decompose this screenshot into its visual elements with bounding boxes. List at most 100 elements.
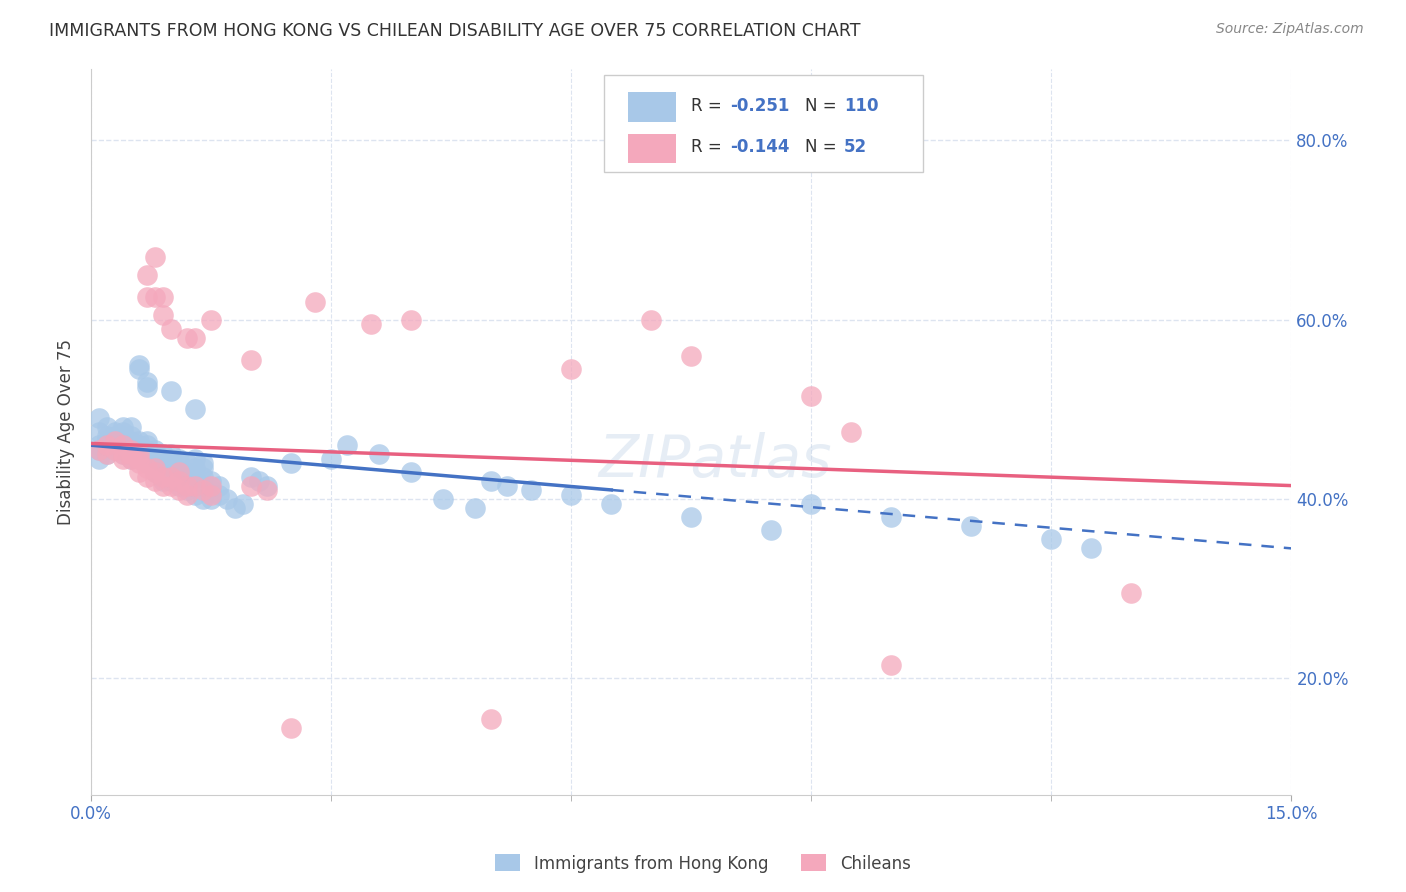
Point [176,474,198,488]
Point [256,478,278,492]
Point [841,425,863,439]
Point [120,451,142,466]
Point [160,478,183,492]
Point [136,290,159,304]
Point [96,438,118,452]
Point [128,362,150,376]
Point [176,330,198,344]
Point [224,501,246,516]
Point [208,487,231,501]
Point [200,474,222,488]
Point [104,442,127,457]
Point [152,451,174,466]
Text: -0.251: -0.251 [730,97,789,115]
Point [128,456,150,470]
Point [143,250,166,264]
Point [160,456,183,470]
Point [104,425,127,439]
Point [112,442,135,457]
Point [184,478,207,492]
Point [560,487,582,501]
FancyBboxPatch shape [627,93,676,121]
Point [136,438,159,452]
Point [160,465,183,479]
Point [432,491,454,506]
Point [520,483,543,497]
Text: ZIPatlas: ZIPatlas [599,433,832,490]
Point [1121,586,1143,600]
Point [128,465,150,479]
Point [104,442,127,457]
Point [640,312,662,326]
Point [96,447,118,461]
Point [193,460,215,475]
Point [152,290,174,304]
Point [240,478,263,492]
Point [167,483,190,497]
Point [89,451,111,466]
Point [120,429,142,443]
Point [152,308,174,322]
Point [176,483,198,497]
Point [160,321,183,335]
Point [167,474,190,488]
Point [1080,541,1102,556]
Point [600,497,623,511]
Point [167,478,190,492]
Point [120,442,142,457]
Point [128,358,150,372]
Point [184,402,207,417]
Point [112,447,135,461]
Point [464,501,486,516]
Point [160,447,183,461]
Point [360,317,382,331]
Point [128,451,150,466]
Point [143,465,166,479]
Text: 52: 52 [844,138,868,156]
Point [880,510,903,524]
Point [152,478,174,492]
Point [89,438,111,452]
Point [120,451,142,466]
Point [160,384,183,399]
Legend: Immigrants from Hong Kong, Chileans: Immigrants from Hong Kong, Chileans [489,847,917,880]
Point [208,478,231,492]
Point [96,434,118,448]
Point [143,451,166,466]
Point [184,487,207,501]
Point [560,362,582,376]
Point [136,434,159,448]
Point [120,447,142,461]
Text: N =: N = [806,138,842,156]
Point [112,420,135,434]
Point [143,460,166,475]
Point [200,487,222,501]
Point [200,478,222,492]
Point [200,483,222,497]
Point [112,429,135,443]
Point [112,438,135,452]
FancyBboxPatch shape [627,134,676,163]
Point [336,438,359,452]
Point [399,465,422,479]
Point [479,474,502,488]
Point [136,469,159,483]
Point [167,465,190,479]
Point [152,456,174,470]
Text: -0.144: -0.144 [730,138,789,156]
Point [136,447,159,461]
Point [200,491,222,506]
Point [193,469,215,483]
Point [128,434,150,448]
Point [136,451,159,466]
Point [184,469,207,483]
Point [120,438,142,452]
Point [167,456,190,470]
Point [104,438,127,452]
Point [143,447,166,461]
Text: R =: R = [692,97,727,115]
Point [112,434,135,448]
Point [143,456,166,470]
Point [136,380,159,394]
Point [152,465,174,479]
